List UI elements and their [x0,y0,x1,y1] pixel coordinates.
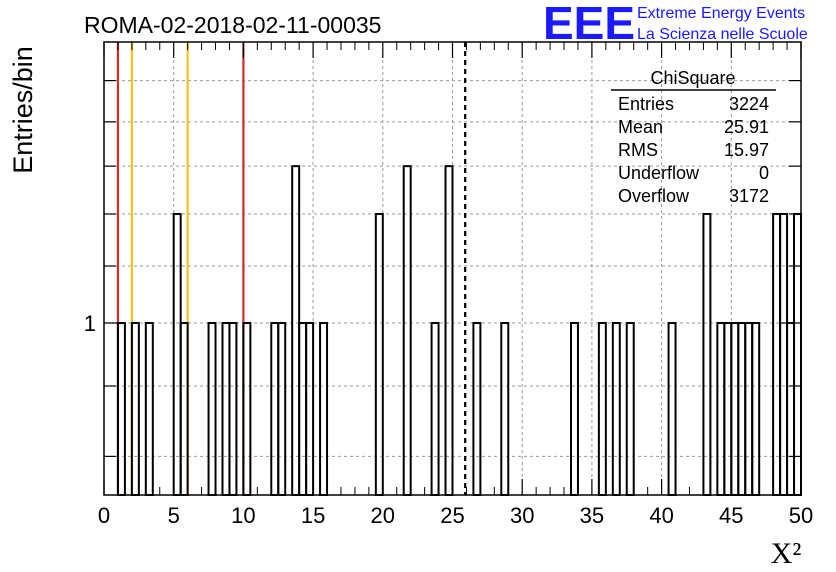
axis-ticks [103,42,802,495]
x-tick-label: 15 [301,503,325,528]
histogram-bin [444,165,454,496]
logo-mark: EEE [543,0,635,49]
histogram-bin [597,322,607,496]
histogram-bin [298,322,308,496]
x-tick-label: 30 [510,503,534,528]
stats-label-rms: RMS [618,140,658,160]
stats-value-underflow: 0 [759,163,769,183]
x-tick-label: 35 [580,503,604,528]
histogram-bin [270,322,280,496]
histogram-bin [611,322,621,496]
x-axis-label: X² [771,537,802,570]
histogram-bin [221,322,231,496]
histogram-bin [667,322,677,496]
x-tick-label: 10 [231,503,255,528]
x-tick-label: 5 [168,503,180,528]
histogram-bin [291,165,301,496]
histogram-bin [751,322,761,496]
stats-value-entries: 3224 [729,94,769,114]
y-axis-label: Entries/bin [8,46,38,174]
stats-box: ChiSquare Entries 3224 Mean 25.91 RMS 15… [611,68,776,206]
chart-title: ROMA-02-2018-02-11-00035 [84,12,381,38]
histogram-bin [786,322,796,496]
histogram-bin [779,212,789,496]
histogram-bin [374,212,384,496]
histogram-bin [569,322,579,496]
histogram-bin [277,322,287,496]
stats-title: ChiSquare [650,68,735,88]
eee-logo: EEE Extreme Energy Events La Scienza nel… [543,0,808,49]
histogram-bin [430,322,440,496]
histogram-bin [744,322,754,496]
stats-label-overflow: Overflow [618,186,690,206]
x-tick-label: 25 [440,503,464,528]
histogram-bin [207,322,217,496]
x-tick-label: 0 [98,503,110,528]
stats-label-entries: Entries [618,94,674,114]
histogram-bin [625,322,635,496]
histogram-bin [793,212,803,496]
histogram-bin [702,212,712,496]
histogram-bin [319,322,329,496]
histogram-bin [144,322,154,496]
y-tick-labels: 1 [84,311,96,336]
histogram-bin [730,322,740,496]
x-tick-label: 20 [371,503,395,528]
histogram-bin [772,212,782,496]
x-tick-label: 50 [789,503,813,528]
histogram-bin [716,322,726,496]
histogram-bin [402,165,412,496]
logo-line2: La Scienza nelle Scuole [637,26,808,43]
histogram-bin [172,212,182,496]
histogram-bin [723,322,733,496]
histogram-bars [116,165,803,496]
x-tick-label: 45 [719,503,743,528]
stats-label-mean: Mean [618,117,663,137]
histogram-bin [305,322,315,496]
stats-value-mean: 25.91 [724,117,769,137]
x-tick-label: 40 [649,503,673,528]
histogram-bin [500,322,510,496]
stats-value-rms: 15.97 [724,140,769,160]
histogram-bin [472,322,482,496]
logo-line1: Extreme Energy Events [637,5,805,22]
y-tick-label: 1 [84,311,96,336]
stats-value-overflow: 3172 [729,186,769,206]
histogram-bin [228,322,238,496]
stats-label-underflow: Underflow [618,163,700,183]
x-tick-labels: 0 5 10 15 20 25 30 35 40 45 50 [98,503,813,528]
histogram-bin [737,322,747,496]
